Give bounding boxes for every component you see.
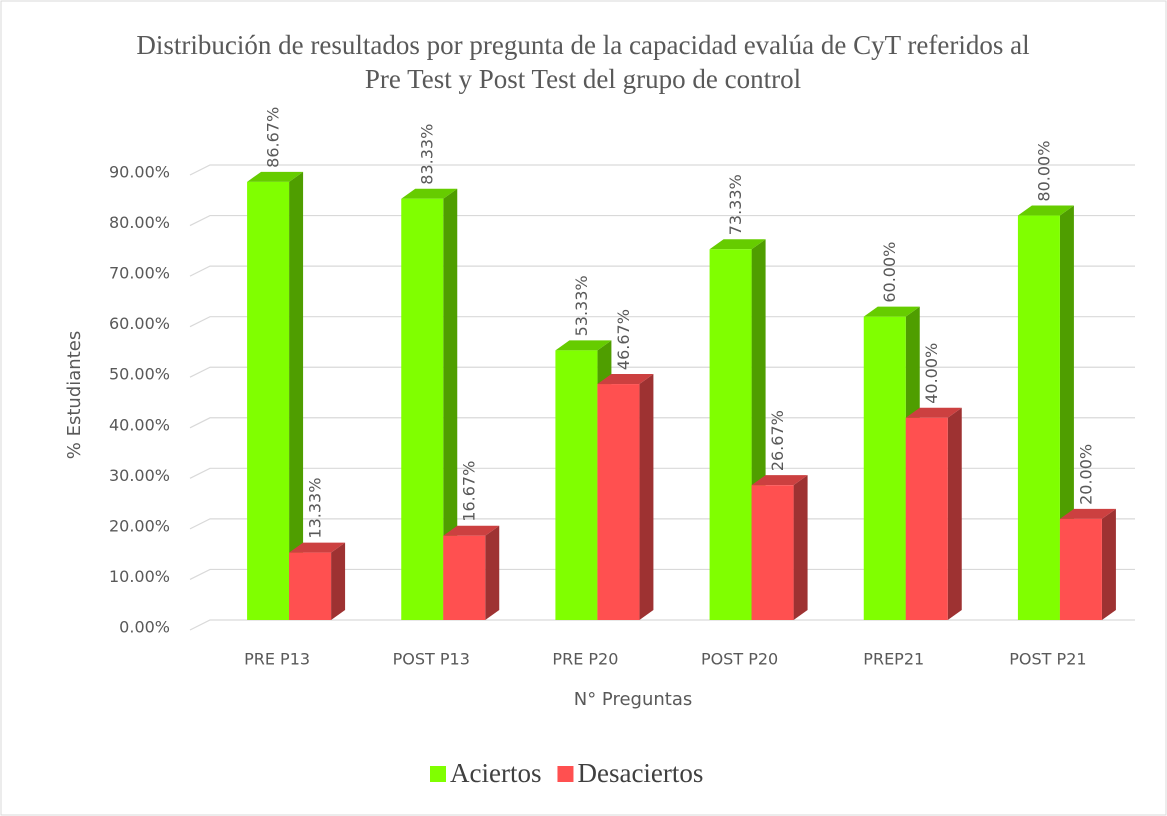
data-label: 60.00% (880, 242, 899, 303)
y-tick-label: 0.00% (119, 618, 170, 637)
data-label: 40.00% (922, 343, 941, 404)
data-label: 46.67% (614, 309, 633, 370)
bar (905, 417, 948, 620)
y-tick-label: 60.00% (109, 314, 170, 333)
x-tick-label: POST P13 (393, 650, 470, 669)
y-tick-label: 30.00% (109, 466, 170, 485)
data-label: 16.67% (460, 461, 479, 522)
bar-side (485, 525, 500, 620)
bar (443, 535, 486, 620)
data-label: 26.67% (768, 410, 787, 471)
bar-side (289, 171, 304, 620)
x-tick-label: PRE P20 (552, 650, 618, 669)
bar-side (1101, 508, 1116, 620)
y-tick-label: 40.00% (109, 415, 170, 434)
data-label: 20.00% (1076, 444, 1095, 505)
data-label: 86.67% (264, 107, 283, 168)
data-label: 53.33% (572, 275, 591, 336)
grid-line (189, 417, 1135, 429)
bar (1059, 518, 1102, 620)
bar (1017, 215, 1060, 621)
bar-side (947, 407, 962, 620)
data-label: 73.33% (726, 174, 745, 235)
bar (709, 249, 752, 620)
bar-top (1059, 508, 1116, 519)
grid-line (189, 265, 1135, 277)
bar-top (401, 188, 458, 199)
bar-side (331, 542, 346, 620)
bar (401, 198, 444, 620)
legend-label: Desaciertos (577, 758, 703, 788)
legend-swatch (430, 766, 446, 782)
chart-title: Distribución de resultados por pregunta … (136, 30, 1030, 94)
bar-top (289, 542, 346, 553)
bar (597, 384, 640, 620)
x-axis-label: N° Preguntas (574, 689, 693, 710)
bar-top (555, 340, 612, 351)
data-label: 83.33% (418, 124, 437, 185)
bar-top (751, 475, 808, 486)
bar (863, 316, 906, 620)
y-tick-label: 10.00% (109, 567, 170, 586)
x-tick-label: PREP21 (863, 650, 924, 669)
grid-line (189, 164, 1135, 176)
grid-line (189, 316, 1135, 328)
grid-line (189, 568, 1135, 580)
y-tick-label: 80.00% (109, 213, 170, 232)
grid-line (189, 366, 1135, 378)
bar-top (247, 171, 304, 182)
bar-top (597, 374, 654, 385)
x-tick-label: POST P21 (1009, 650, 1086, 669)
legend-label: Aciertos (450, 758, 541, 788)
bar (247, 181, 290, 620)
data-label: 13.33% (306, 478, 325, 539)
bar (751, 485, 794, 620)
bar-top (905, 407, 962, 418)
y-tick-label: 90.00% (109, 163, 170, 182)
bar-top (443, 525, 500, 536)
y-tick-label: 70.00% (109, 264, 170, 283)
bar-side (639, 374, 654, 620)
grid-line (189, 518, 1135, 530)
grid-line (189, 467, 1135, 479)
bar-top (1017, 205, 1074, 216)
legend-swatch (557, 766, 574, 782)
bar-top (709, 239, 766, 250)
y-axis-label: % Estudiantes (64, 331, 85, 459)
x-tick-label: PRE P13 (244, 650, 310, 669)
bar-side (443, 188, 458, 620)
bar (555, 350, 598, 620)
data-label: 80.00% (1034, 141, 1053, 202)
y-tick-label: 50.00% (109, 365, 170, 384)
y-tick-label: 20.00% (109, 516, 170, 535)
grid-line (189, 619, 1135, 631)
bar-side (793, 475, 808, 620)
bar-top (863, 306, 920, 317)
x-tick-label: POST P20 (701, 650, 778, 669)
grid-line (189, 214, 1135, 227)
bar (289, 552, 332, 620)
